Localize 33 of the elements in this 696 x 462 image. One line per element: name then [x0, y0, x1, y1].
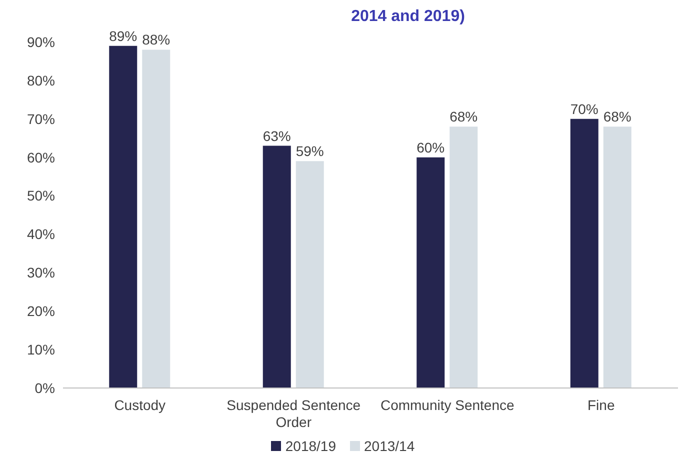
data-label: 70% — [570, 100, 598, 117]
bar — [142, 50, 170, 388]
y-tick-label: 80% — [26, 72, 55, 88]
bar — [570, 118, 598, 388]
y-tick-label: 90% — [26, 34, 55, 50]
x-tick-label: Community Sentence — [380, 397, 515, 413]
data-label: 63% — [262, 128, 291, 144]
bar — [450, 126, 478, 388]
bar — [262, 146, 291, 388]
y-tick-label: 70% — [26, 110, 55, 127]
bar — [296, 161, 324, 388]
data-label: 89% — [109, 28, 138, 44]
x-tick-label: Suspended Sentence Order — [226, 397, 361, 430]
y-tick-label: 50% — [26, 188, 55, 204]
y-tick-label: 60% — [26, 149, 55, 166]
chart-title: 2014 and 2019) — [350, 8, 466, 27]
legend-label: 2013/14 — [363, 438, 415, 454]
data-label: 60% — [416, 139, 445, 156]
data-label: 68% — [603, 108, 632, 125]
y-tick-label: 20% — [26, 303, 55, 320]
bar — [416, 157, 445, 388]
bar — [109, 46, 138, 388]
x-tick-label: Fine — [588, 397, 615, 413]
y-tick-label: 0% — [34, 380, 55, 396]
bar — [603, 126, 632, 388]
legend-label: 2018/19 — [284, 438, 336, 454]
y-tick-label: 10% — [26, 342, 55, 358]
data-label: 68% — [450, 108, 478, 125]
y-tick-label: 40% — [26, 226, 55, 242]
data-label: 59% — [296, 143, 324, 160]
y-tick-label: 30% — [26, 264, 55, 281]
data-label: 88% — [142, 32, 170, 48]
x-tick-label: Custody — [114, 397, 166, 413]
